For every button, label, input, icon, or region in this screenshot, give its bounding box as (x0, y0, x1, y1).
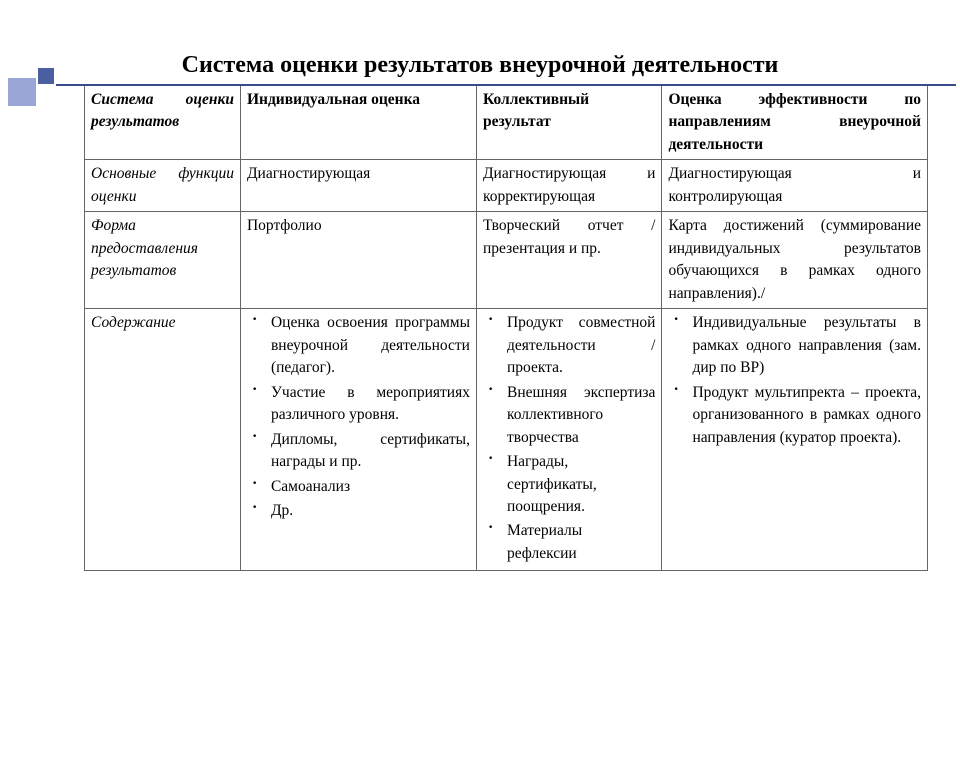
list-item: Награды, сертификаты, поощрения. (483, 451, 655, 518)
row-label: Форма предоставления результатов (85, 212, 241, 309)
cell: Продукт совместной деятельности / проект… (476, 309, 661, 571)
cell: Карта достижений (суммирование индивидуа… (662, 212, 928, 309)
cell: Диагностирующая (240, 160, 476, 212)
decor-square-dark (38, 68, 54, 84)
list-item: Др. (247, 500, 470, 522)
page-title: Система оценки результатов внеурочной де… (0, 52, 960, 79)
table-header-row: Система оценки результатов Индивидуальна… (85, 86, 928, 160)
list-item: Индивидуальные результаты в рамках одног… (668, 312, 921, 379)
cell: Творческий отчет / презентация и пр. (476, 212, 661, 309)
cell: Портфолио (240, 212, 476, 309)
list-item: Продукт мультипректа – проекта, организо… (668, 382, 921, 449)
table-row: Форма предоставления результатов Портфол… (85, 212, 928, 309)
decor-square-light (8, 78, 36, 106)
list-item: Участие в мероприятиях различного уровня… (247, 382, 470, 427)
bullet-list: Продукт совместной деятельности / проект… (483, 312, 655, 565)
list-item: Самоанализ (247, 476, 470, 498)
bullet-list: Индивидуальные результаты в рамках одног… (668, 312, 921, 449)
header-cell: Индивидуальная оценка (240, 86, 476, 160)
cell: Диагностирующая и контролирующая (662, 160, 928, 212)
list-item: Внешняя экспертиза коллективного творчес… (483, 382, 655, 449)
cell: Диагностирующая и корректирующая (476, 160, 661, 212)
list-item: Дипломы, сертификаты, награды и пр. (247, 429, 470, 474)
list-item: Материалы рефлексии (483, 520, 655, 565)
row-label: Содержание (85, 309, 241, 571)
decor-rule (56, 84, 956, 86)
table-row: Содержание Оценка освоения программы вне… (85, 309, 928, 571)
header-cell: Система оценки результатов (85, 86, 241, 160)
list-item: Продукт совместной деятельности / проект… (483, 312, 655, 379)
header-cell: Оценка эффективности по направлениям вне… (662, 86, 928, 160)
header-cell: Коллективный результат (476, 86, 661, 160)
cell: Индивидуальные результаты в рамках одног… (662, 309, 928, 571)
cell: Оценка освоения программы внеурочной дея… (240, 309, 476, 571)
assessment-table: Система оценки результатов Индивидуальна… (84, 85, 928, 571)
table-row: Основные функции оценки Диагностирующая … (85, 160, 928, 212)
list-item: Оценка освоения программы внеурочной дея… (247, 312, 470, 379)
row-label: Основные функции оценки (85, 160, 241, 212)
table-container: Система оценки результатов Индивидуальна… (0, 85, 960, 571)
bullet-list: Оценка освоения программы внеурочной дея… (247, 312, 470, 522)
